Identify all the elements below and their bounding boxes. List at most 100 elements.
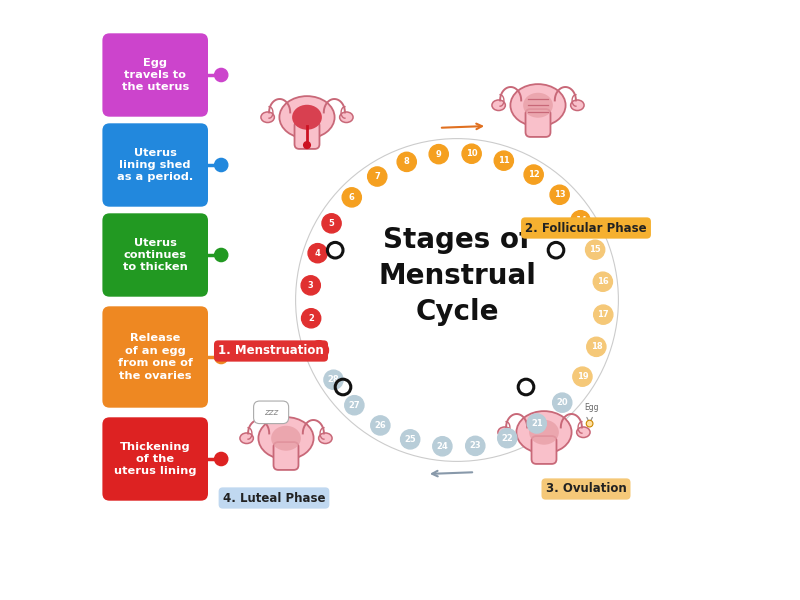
FancyBboxPatch shape	[102, 33, 208, 116]
Text: 8: 8	[404, 157, 410, 166]
FancyBboxPatch shape	[102, 124, 208, 206]
Circle shape	[466, 436, 485, 455]
Ellipse shape	[529, 420, 559, 445]
Text: 11: 11	[498, 156, 510, 165]
Circle shape	[524, 165, 543, 184]
Circle shape	[397, 152, 416, 172]
Circle shape	[214, 350, 228, 364]
Text: 23: 23	[470, 442, 481, 451]
Text: 6: 6	[349, 193, 354, 202]
Text: 22: 22	[502, 434, 513, 443]
Circle shape	[214, 248, 228, 262]
Circle shape	[498, 428, 517, 448]
Text: 3. Ovulation: 3. Ovulation	[546, 482, 626, 496]
Ellipse shape	[498, 427, 511, 437]
Circle shape	[550, 185, 570, 205]
Ellipse shape	[570, 100, 584, 110]
Text: 1: 1	[316, 346, 322, 355]
FancyBboxPatch shape	[102, 418, 208, 500]
Text: Thickening
of the
uterus lining: Thickening of the uterus lining	[114, 442, 197, 476]
Text: 20: 20	[557, 398, 568, 407]
Text: 25: 25	[404, 435, 416, 444]
Circle shape	[429, 145, 448, 164]
Ellipse shape	[318, 433, 332, 443]
Ellipse shape	[517, 411, 571, 454]
Circle shape	[571, 211, 590, 230]
Circle shape	[214, 68, 228, 82]
Ellipse shape	[261, 112, 274, 122]
Ellipse shape	[523, 93, 553, 118]
Circle shape	[433, 437, 452, 456]
FancyBboxPatch shape	[526, 109, 550, 137]
Ellipse shape	[577, 427, 590, 437]
Text: Stages of
Menstrual
Cycle: Stages of Menstrual Cycle	[378, 226, 536, 326]
Circle shape	[302, 308, 321, 328]
Circle shape	[322, 214, 341, 233]
Text: Uterus
continues
to thicken: Uterus continues to thicken	[122, 238, 188, 272]
Circle shape	[301, 276, 320, 295]
Circle shape	[586, 337, 606, 356]
Circle shape	[345, 395, 364, 415]
Text: 15: 15	[590, 245, 601, 254]
Circle shape	[214, 158, 228, 172]
Text: 17: 17	[598, 310, 609, 319]
Ellipse shape	[492, 100, 506, 110]
Text: 2. Follicular Phase: 2. Follicular Phase	[525, 221, 647, 235]
Text: 9: 9	[436, 149, 442, 158]
Text: 28: 28	[328, 375, 339, 384]
Circle shape	[527, 414, 546, 433]
FancyBboxPatch shape	[274, 442, 298, 470]
Text: 3: 3	[308, 281, 314, 290]
Text: 13: 13	[554, 190, 566, 199]
Text: 12: 12	[528, 170, 539, 179]
Text: 1. Menstruation: 1. Menstruation	[218, 344, 324, 358]
Text: Egg
travels to
the uterus: Egg travels to the uterus	[122, 58, 189, 92]
Circle shape	[594, 272, 613, 292]
FancyBboxPatch shape	[254, 401, 289, 424]
Text: 4. Luteal Phase: 4. Luteal Phase	[222, 491, 326, 505]
FancyBboxPatch shape	[102, 306, 208, 408]
FancyBboxPatch shape	[102, 213, 208, 297]
Ellipse shape	[340, 112, 353, 122]
Text: 7: 7	[374, 172, 380, 181]
Circle shape	[401, 430, 420, 449]
Ellipse shape	[292, 105, 322, 130]
Circle shape	[304, 142, 310, 148]
Text: 21: 21	[531, 419, 542, 428]
Circle shape	[462, 144, 482, 163]
Ellipse shape	[271, 426, 301, 451]
Ellipse shape	[258, 417, 314, 460]
Circle shape	[308, 244, 327, 263]
Text: 27: 27	[349, 401, 360, 410]
FancyBboxPatch shape	[531, 436, 557, 464]
Circle shape	[594, 305, 613, 324]
Text: 14: 14	[574, 216, 586, 225]
Text: 2: 2	[308, 314, 314, 323]
Text: 4: 4	[314, 248, 321, 257]
Circle shape	[324, 370, 343, 389]
Circle shape	[586, 420, 593, 427]
Circle shape	[586, 240, 605, 259]
Text: zzz: zzz	[264, 408, 278, 417]
Text: 19: 19	[577, 372, 588, 381]
Text: 26: 26	[374, 421, 386, 430]
Circle shape	[494, 151, 514, 170]
Circle shape	[310, 341, 329, 360]
Text: 5: 5	[329, 219, 334, 228]
Ellipse shape	[510, 84, 566, 127]
Text: Uterus
lining shed
as a period.: Uterus lining shed as a period.	[117, 148, 194, 182]
Circle shape	[368, 167, 387, 186]
Text: Egg: Egg	[584, 403, 598, 412]
Ellipse shape	[240, 433, 254, 443]
Text: 10: 10	[466, 149, 478, 158]
Circle shape	[370, 416, 390, 435]
Circle shape	[553, 393, 572, 412]
Text: 18: 18	[590, 343, 602, 352]
Text: Release
of an egg
from one of
the ovaries: Release of an egg from one of the ovarie…	[118, 334, 193, 380]
FancyBboxPatch shape	[294, 121, 319, 149]
Text: 16: 16	[597, 277, 609, 286]
Circle shape	[342, 188, 362, 207]
Text: 24: 24	[437, 442, 448, 451]
Circle shape	[214, 452, 228, 466]
Ellipse shape	[279, 96, 334, 139]
